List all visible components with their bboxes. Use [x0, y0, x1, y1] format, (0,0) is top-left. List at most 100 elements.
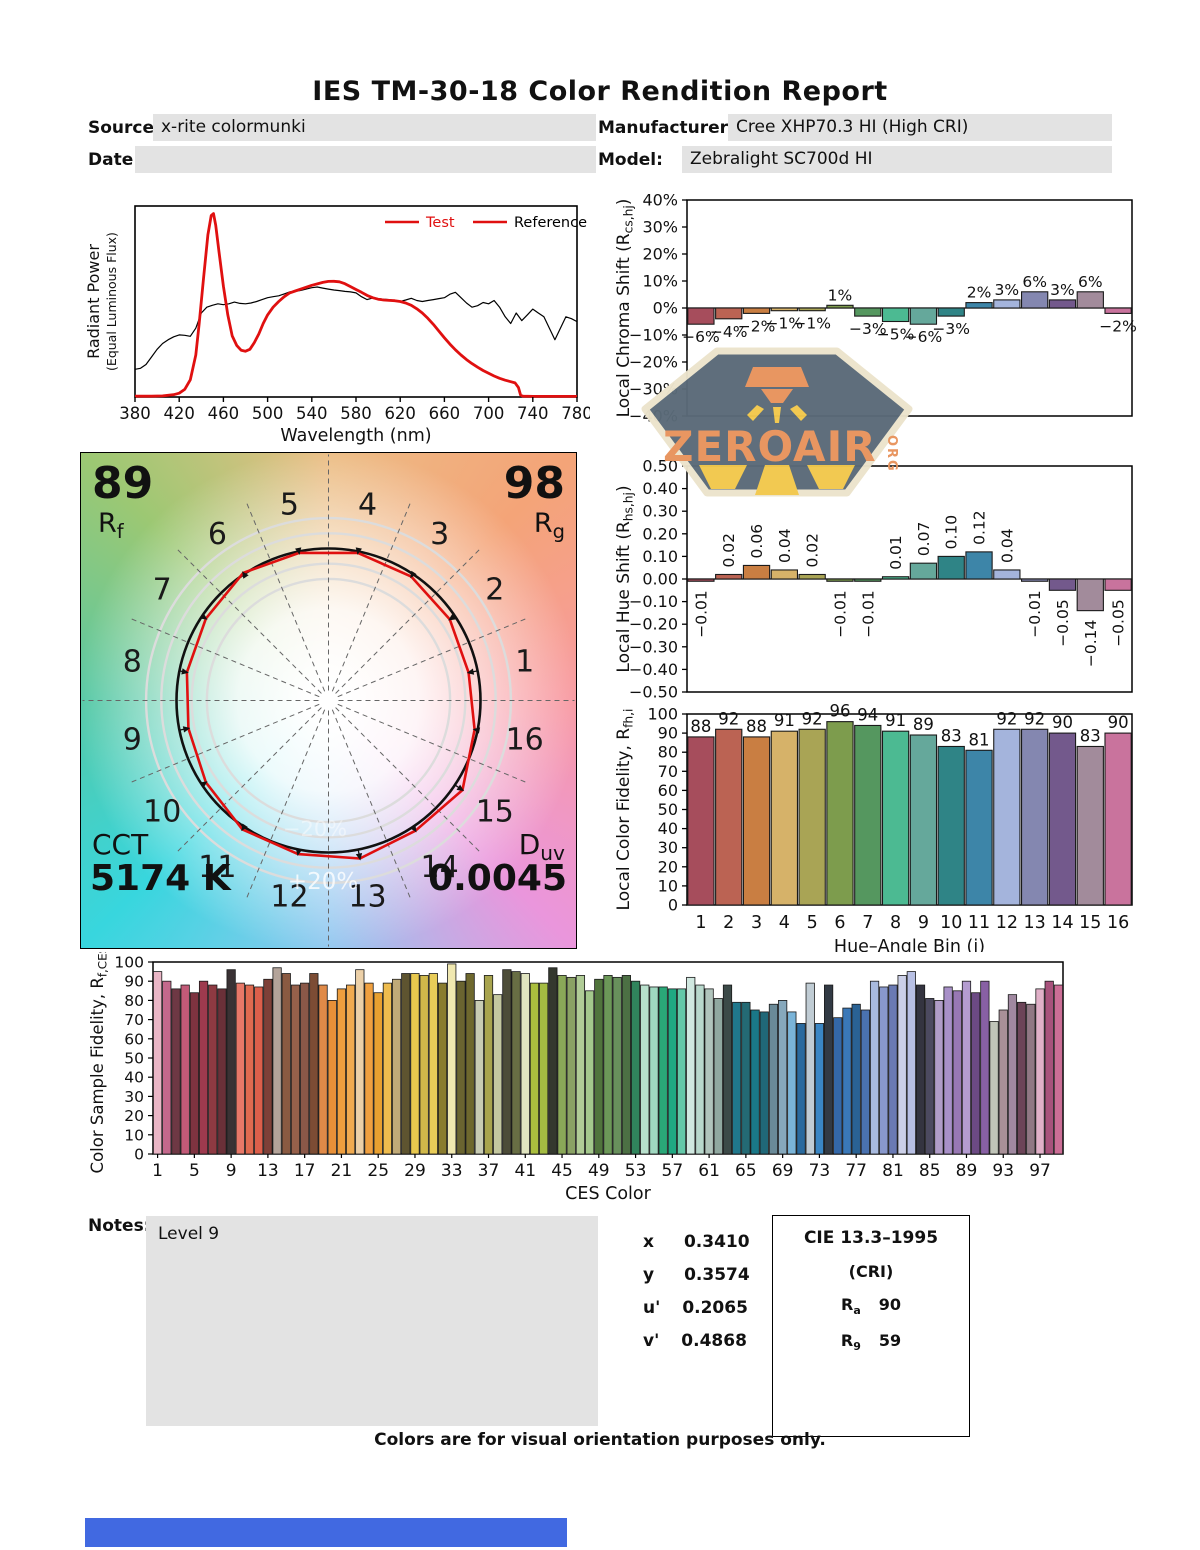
svg-text:Hue–Angle Bin (j): Hue–Angle Bin (j) — [834, 937, 985, 952]
svg-text:−3%: −3% — [849, 320, 887, 338]
svg-text:9: 9 — [123, 723, 142, 758]
svg-text:16: 16 — [1107, 913, 1129, 933]
spectral-power-distribution-chart: 380 420 460 500 540 580 620 660 700 740 780 Wavelen… — [84, 192, 593, 450]
svg-text:Local Color Fidelity, Rfh,i: Local Color Fidelity, Rfh,i — [614, 709, 636, 911]
zeroair-watermark: ZEROAIR ORG — [641, 343, 913, 499]
svg-text:13: 13 — [257, 1161, 279, 1181]
svg-text:96: 96 — [829, 702, 850, 721]
svg-text:Reference: Reference — [514, 215, 587, 231]
svg-text:98: 98 — [504, 458, 565, 509]
svg-text:580: 580 — [340, 404, 372, 423]
svg-text:0.00: 0.00 — [642, 570, 678, 589]
svg-text:88: 88 — [690, 717, 711, 736]
notes-label: Notes: — [88, 1216, 151, 1236]
svg-text:70: 70 — [124, 1011, 144, 1029]
svg-text:80: 80 — [124, 992, 144, 1010]
svg-text:660: 660 — [429, 404, 461, 423]
svg-text:CES Color: CES Color — [565, 1184, 651, 1204]
svg-text:−6%: −6% — [682, 328, 720, 346]
svg-text:0.04: 0.04 — [776, 528, 794, 563]
svg-text:420: 420 — [163, 404, 195, 423]
svg-text:Test: Test — [425, 215, 455, 231]
svg-text:88: 88 — [746, 717, 767, 736]
svg-text:10: 10 — [124, 1126, 144, 1144]
svg-text:50: 50 — [658, 800, 678, 819]
manufacturer-label: Manufacturer: — [598, 118, 735, 138]
svg-text:780: 780 — [561, 404, 590, 423]
page-title: IES TM-30-18 Color Rendition Report — [312, 76, 888, 107]
svg-text:−0.20: −0.20 — [629, 615, 678, 634]
cri-r9-row: R9 59 — [840, 1331, 902, 1354]
svg-text:90: 90 — [658, 724, 678, 743]
svg-text:ORG: ORG — [884, 435, 899, 473]
chromaticity-value: 0.4868 — [681, 1331, 747, 1351]
svg-text:49: 49 — [588, 1161, 610, 1181]
svg-text:30: 30 — [658, 838, 678, 857]
svg-text:92: 92 — [718, 709, 739, 728]
svg-text:3%: 3% — [995, 281, 1020, 299]
svg-text:2%: 2% — [967, 284, 992, 302]
svg-text:25: 25 — [367, 1161, 389, 1181]
svg-text:6: 6 — [834, 913, 845, 933]
footer-note: Colors are for visual orientation purpos… — [374, 1430, 826, 1450]
svg-text:40: 40 — [658, 819, 678, 838]
svg-text:20: 20 — [658, 857, 678, 876]
svg-text:380: 380 — [119, 404, 151, 423]
svg-text:15: 15 — [476, 795, 514, 830]
svg-text:7: 7 — [153, 572, 172, 607]
svg-text:20: 20 — [124, 1107, 144, 1125]
svg-text:3: 3 — [751, 913, 762, 933]
svg-text:14: 14 — [1051, 913, 1073, 933]
svg-text:29: 29 — [404, 1161, 426, 1181]
svg-text:3%: 3% — [1050, 281, 1075, 299]
svg-text:69: 69 — [772, 1161, 794, 1181]
svg-text:1: 1 — [695, 913, 706, 933]
svg-text:−2%: −2% — [738, 317, 776, 335]
svg-text:13: 13 — [1024, 913, 1046, 933]
svg-text:0.06: 0.06 — [748, 524, 766, 559]
svg-text:740: 740 — [517, 404, 549, 423]
date-label: Date: — [88, 150, 141, 170]
svg-text:0.40: 0.40 — [642, 479, 678, 498]
svg-text:65: 65 — [735, 1161, 757, 1181]
cri-box: CIE 13.3–1995 (CRI) Ra 90 R9 59 — [772, 1215, 970, 1437]
svg-text:0.10: 0.10 — [943, 515, 961, 550]
svg-text:41: 41 — [514, 1161, 536, 1181]
svg-text:77: 77 — [845, 1161, 867, 1181]
svg-text:CCT: CCT — [92, 828, 149, 861]
chromaticity-value: 0.3574 — [684, 1265, 750, 1285]
chromaticity-value: 0.2065 — [682, 1298, 748, 1318]
local-hue-shift-chart: 0.50 0.40 0.30 0.20 0.10 0.00 −0.10 −0.20 −0.30−… — [612, 452, 1160, 704]
svg-text:40: 40 — [124, 1069, 144, 1087]
svg-text:0.01: 0.01 — [887, 535, 905, 570]
svg-text:460: 460 — [208, 404, 240, 423]
svg-text:60: 60 — [658, 781, 678, 800]
svg-text:17: 17 — [294, 1161, 316, 1181]
svg-text:13: 13 — [348, 880, 386, 915]
svg-text:90: 90 — [1052, 713, 1073, 732]
svg-text:−2%: −2% — [1099, 317, 1137, 335]
svg-text:−1%: −1% — [766, 315, 804, 333]
svg-text:−6%: −6% — [905, 328, 943, 346]
svg-text:−4%: −4% — [710, 323, 748, 341]
svg-text:90: 90 — [1108, 713, 1129, 732]
svg-text:80: 80 — [658, 743, 678, 762]
bottom-blue-bar — [85, 1518, 567, 1547]
svg-text:11: 11 — [968, 913, 990, 933]
svg-text:53: 53 — [625, 1161, 647, 1181]
svg-text:73: 73 — [809, 1161, 831, 1181]
svg-text:97: 97 — [1029, 1161, 1051, 1181]
svg-text:89: 89 — [92, 458, 153, 509]
svg-text:91: 91 — [885, 711, 906, 730]
svg-text:83: 83 — [1080, 726, 1101, 745]
svg-text:0.12: 0.12 — [971, 510, 989, 545]
color-sample-fidelity-chart: 100 90 80 70 60 50 40 30 20 10 0 1 5 9 13 17 21 25 29 33 37 4… — [85, 943, 1090, 1204]
svg-text:1: 1 — [515, 644, 534, 679]
source-value: x-rite colormunki — [153, 114, 596, 141]
svg-text:0.10: 0.10 — [642, 547, 678, 566]
svg-text:−0.01: −0.01 — [831, 590, 849, 638]
svg-text:14: 14 — [421, 850, 459, 885]
svg-text:0: 0 — [668, 896, 678, 915]
svg-text:89: 89 — [913, 715, 934, 734]
